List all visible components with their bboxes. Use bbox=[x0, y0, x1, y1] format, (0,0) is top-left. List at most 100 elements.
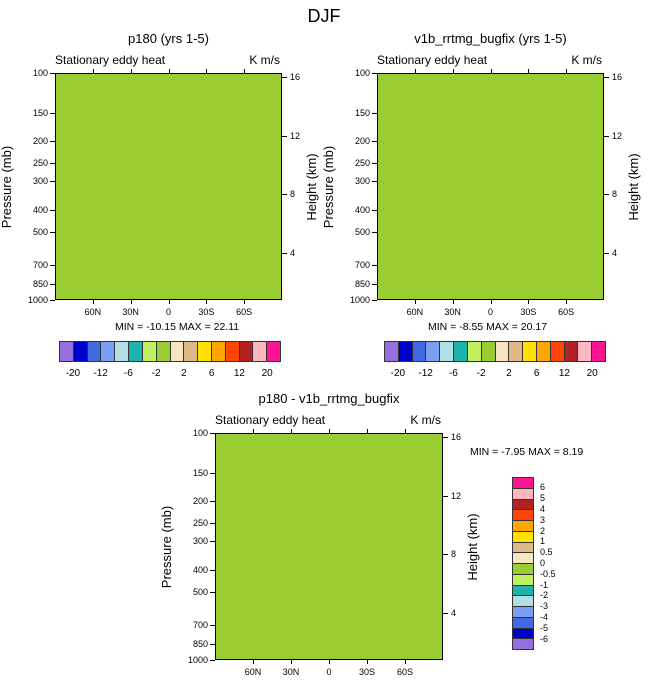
height-tick-label: 12 bbox=[612, 130, 623, 141]
height-tick-mark bbox=[443, 554, 448, 556]
y-axis-label: Pressure (mb) bbox=[159, 505, 174, 588]
y-tick-label: 250 bbox=[32, 158, 48, 169]
colorbar-box bbox=[513, 510, 533, 521]
y-tick-mark bbox=[372, 112, 377, 114]
y-tick-mark bbox=[50, 73, 55, 74]
x-tick-mark bbox=[206, 300, 208, 304]
contour-region bbox=[216, 434, 442, 659]
colorbar-label: -6 bbox=[540, 633, 549, 644]
colorbar-box bbox=[198, 342, 212, 361]
colorbar-label: 12 bbox=[233, 368, 245, 379]
colorbar-box bbox=[513, 607, 533, 618]
x-tick-mark-top bbox=[92, 69, 94, 73]
x-tick-mark bbox=[414, 300, 416, 304]
colorbar-box bbox=[513, 596, 533, 607]
x-tick-label: 30S bbox=[520, 307, 537, 317]
colorbar-box bbox=[211, 342, 226, 361]
y-tick-mark bbox=[50, 231, 55, 233]
colorbar-label: 6 bbox=[208, 368, 215, 379]
y-tick-mark bbox=[372, 231, 377, 233]
y-tick-mark bbox=[50, 141, 55, 143]
y-tick-label: 700 bbox=[32, 259, 48, 270]
y-tick-mark bbox=[50, 163, 55, 165]
colorbar-box bbox=[513, 628, 533, 640]
x-tick-mark bbox=[291, 660, 292, 664]
y-tick-mark bbox=[50, 300, 55, 301]
height-tick-mark bbox=[604, 77, 609, 79]
x-tick-mark bbox=[490, 300, 492, 304]
y-tick-label: 300 bbox=[354, 176, 370, 187]
height-tick-label: 16 bbox=[451, 432, 462, 443]
colorbar-box bbox=[536, 342, 551, 361]
y2-axis-label: Height (km) bbox=[626, 152, 641, 221]
colorbar-box bbox=[513, 564, 533, 575]
contour-plot bbox=[55, 73, 282, 300]
y-tick-label: 1000 bbox=[187, 655, 208, 665]
colorbar-box bbox=[115, 342, 130, 361]
x-tick-label: 30S bbox=[198, 307, 215, 317]
y-tick-mark bbox=[50, 181, 55, 183]
contour-fill bbox=[56, 74, 281, 299]
x-tick-mark-top bbox=[566, 69, 568, 73]
height-tick-label: 12 bbox=[290, 130, 301, 141]
y-tick-label: 1000 bbox=[349, 295, 370, 305]
x-tick-mark bbox=[566, 300, 568, 304]
height-tick-label: 8 bbox=[290, 189, 296, 200]
x-tick-mark-top bbox=[329, 429, 330, 433]
y-tick-label: 150 bbox=[32, 107, 48, 118]
colorbar-label: -4 bbox=[540, 612, 549, 623]
colorbar-box bbox=[513, 617, 533, 629]
y-tick-label: 1000 bbox=[27, 295, 48, 305]
y-tick-label: 850 bbox=[192, 638, 208, 649]
colorbar-label: -5 bbox=[540, 622, 549, 633]
height-tick-mark bbox=[282, 77, 287, 79]
y-tick-label: 400 bbox=[192, 564, 208, 575]
colorbar-label: -6 bbox=[448, 368, 458, 379]
y-tick-mark bbox=[372, 181, 377, 183]
y-tick-label: 100 bbox=[192, 428, 208, 438]
colorbar-box bbox=[513, 553, 533, 564]
height-tick-label: 16 bbox=[612, 72, 623, 83]
height-tick-mark bbox=[282, 194, 287, 196]
x-tick-label: 60N bbox=[406, 307, 424, 317]
colorbar bbox=[512, 477, 534, 650]
x-tick-label: 30N bbox=[282, 667, 300, 677]
y-tick-label: 300 bbox=[32, 176, 48, 187]
x-tick-mark bbox=[329, 660, 330, 664]
height-tick-mark bbox=[604, 252, 609, 254]
colorbar-label: -12 bbox=[418, 368, 433, 379]
x-tick-mark-top bbox=[168, 69, 170, 73]
panel-title: v1b_rrtmg_bugfix (yrs 1-5) bbox=[414, 31, 567, 46]
y-tick-mark bbox=[210, 643, 215, 645]
y-tick-label: 150 bbox=[192, 467, 208, 478]
y-tick-label: 250 bbox=[354, 158, 370, 169]
y-axis-label: Pressure (mb) bbox=[321, 145, 336, 228]
panel-title: p180 (yrs 1-5) bbox=[128, 31, 209, 46]
colorbar-box bbox=[142, 342, 157, 361]
y-tick-mark bbox=[210, 541, 215, 543]
y-tick-mark bbox=[372, 73, 377, 74]
y-tick-mark bbox=[372, 163, 377, 165]
colorbar-label: 2 bbox=[506, 368, 512, 379]
colorbar-box bbox=[513, 531, 533, 543]
y-tick-label: 400 bbox=[32, 204, 48, 215]
x-tick-label: 60S bbox=[558, 307, 575, 317]
colorbar-label: -3 bbox=[540, 601, 549, 612]
subtitle-units: K m/s bbox=[571, 53, 602, 67]
colorbar-label: -1 bbox=[540, 579, 549, 590]
x-tick-label: 0 bbox=[326, 667, 332, 677]
colorbar-box bbox=[184, 342, 199, 361]
x-tick-mark bbox=[528, 300, 530, 304]
x-tick-mark bbox=[244, 300, 246, 304]
colorbar-label: 20 bbox=[261, 368, 273, 379]
x-tick-label: 60S bbox=[396, 667, 413, 677]
colorbar-label: -20 bbox=[390, 368, 406, 379]
x-tick-label: 30S bbox=[358, 667, 375, 677]
y-tick-label: 200 bbox=[192, 496, 208, 507]
x-tick-mark bbox=[92, 300, 94, 304]
colorbar-label: 20 bbox=[586, 368, 598, 379]
colorbar-box bbox=[550, 342, 565, 361]
y-tick-mark bbox=[50, 283, 55, 285]
subtitle-left: Stationary eddy heat bbox=[377, 53, 488, 67]
colorbar-box bbox=[513, 574, 533, 586]
